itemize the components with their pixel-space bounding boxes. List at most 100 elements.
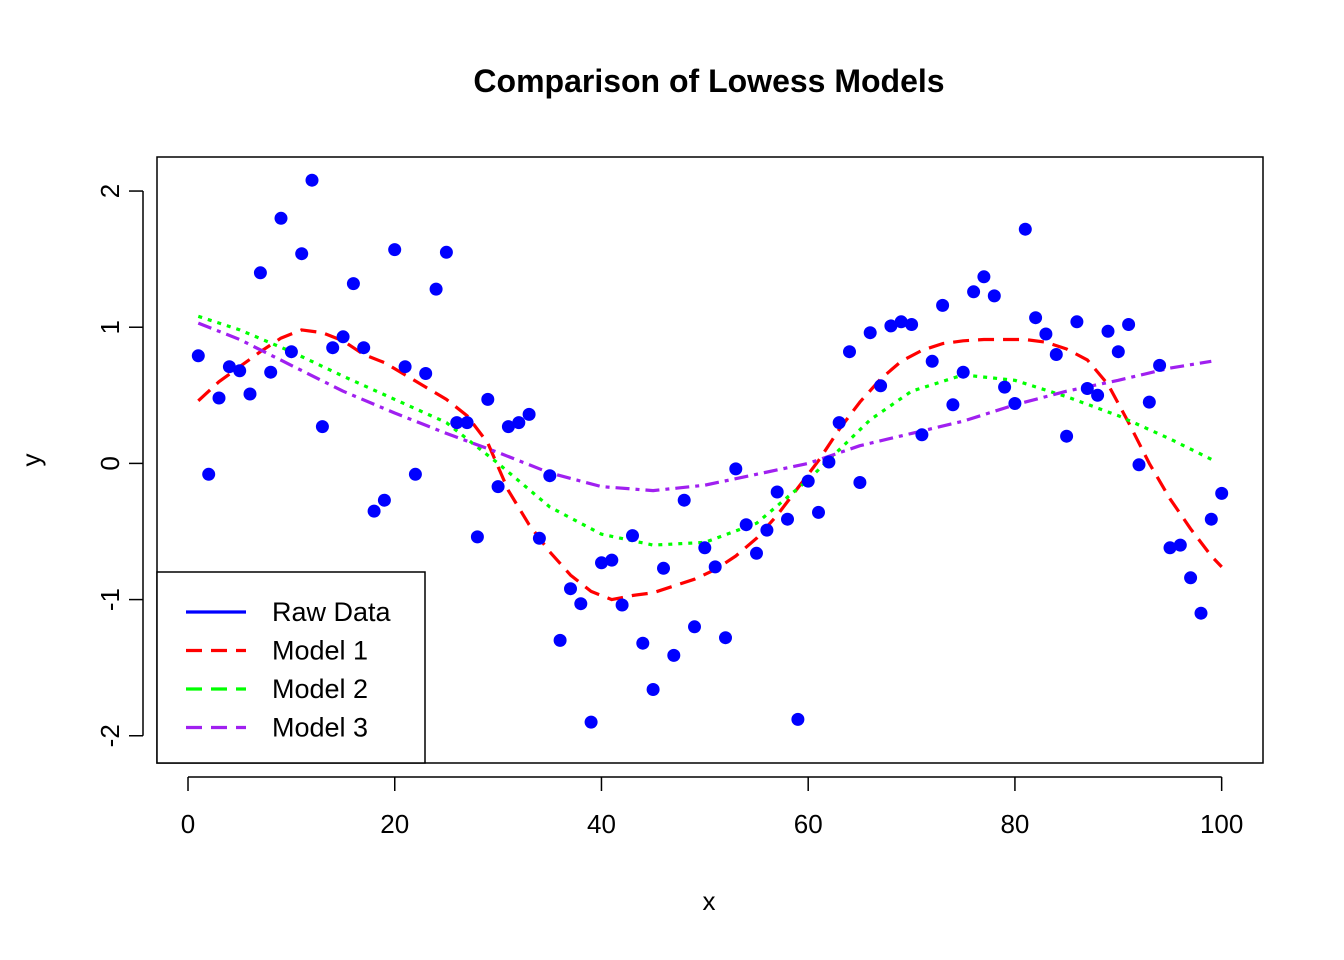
data-point <box>191 349 205 363</box>
data-point <box>202 467 216 481</box>
data-point <box>512 416 526 430</box>
data-point <box>243 387 257 401</box>
y-tick-label: -2 <box>95 724 125 747</box>
y-tick-label: 1 <box>95 320 125 334</box>
data-point <box>1122 318 1136 331</box>
data-point <box>398 360 412 374</box>
data-point <box>1018 222 1032 236</box>
data-point <box>564 582 577 596</box>
data-point <box>233 364 247 378</box>
x-tick-label: 40 <box>587 809 616 839</box>
data-point <box>822 455 836 469</box>
data-point <box>1008 397 1022 410</box>
data-point <box>1153 358 1167 372</box>
y-tick-label: -1 <box>95 588 125 611</box>
data-point <box>750 546 763 560</box>
data-point <box>1029 311 1043 325</box>
data-point <box>367 504 381 518</box>
x-tick-label: 80 <box>1000 809 1029 839</box>
data-point <box>1101 324 1115 338</box>
data-point <box>460 416 474 430</box>
data-point <box>264 365 278 379</box>
data-point <box>925 354 939 368</box>
legend-label: Model 1 <box>272 636 368 666</box>
data-point <box>584 715 598 729</box>
data-point <box>491 480 505 494</box>
data-point <box>936 298 950 312</box>
data-point <box>1215 486 1229 500</box>
data-point <box>419 367 433 380</box>
series-line-1 <box>197 328 1223 602</box>
data-point <box>284 345 298 359</box>
x-axis-label: x <box>703 886 716 916</box>
x-tick-label: 20 <box>380 809 409 839</box>
data-point <box>998 380 1012 394</box>
legend-label: Model 2 <box>272 674 368 704</box>
data-point <box>739 518 753 532</box>
plot-area <box>191 173 1229 729</box>
data-point <box>305 173 319 187</box>
x-tick-label: 60 <box>794 809 823 839</box>
data-point <box>915 428 929 442</box>
data-point <box>1142 395 1156 409</box>
data-point <box>967 285 981 299</box>
data-point <box>1163 541 1177 555</box>
data-point <box>1111 345 1125 359</box>
data-point <box>1173 538 1187 552</box>
data-point <box>388 243 402 257</box>
data-point <box>843 345 856 359</box>
data-point <box>946 398 960 412</box>
data-point <box>977 270 991 284</box>
data-point <box>1080 382 1094 395</box>
data-point <box>657 561 670 575</box>
data-point <box>1060 429 1074 443</box>
data-point <box>501 420 515 434</box>
data-point <box>595 556 608 570</box>
data-point <box>295 247 309 261</box>
data-point <box>905 318 919 331</box>
data-point <box>1070 315 1084 329</box>
data-point <box>439 245 453 259</box>
data-point <box>346 277 360 291</box>
plot-frame <box>156 156 1264 764</box>
data-point <box>615 598 629 612</box>
x-tick-label: 100 <box>1200 809 1243 839</box>
legend: Raw Data Model 1 Model 2 Model 3 <box>156 571 426 764</box>
data-point <box>677 493 691 507</box>
data-point <box>1184 571 1198 585</box>
data-point <box>315 420 329 434</box>
data-point <box>605 553 619 567</box>
data-point <box>626 529 639 543</box>
data-point <box>646 683 660 696</box>
data-point <box>481 392 495 406</box>
y-tick-label: 2 <box>95 184 125 198</box>
data-point <box>708 560 722 574</box>
data-point <box>698 541 712 555</box>
data-point <box>874 379 888 393</box>
data-point <box>377 493 391 507</box>
x-tick-label: 0 <box>181 809 195 839</box>
data-point <box>336 330 350 344</box>
data-point <box>574 597 588 611</box>
legend-box <box>156 571 426 764</box>
data-point <box>1091 388 1105 402</box>
legend-label: Raw Data <box>272 597 392 627</box>
data-point <box>532 531 546 545</box>
data-point <box>987 289 1001 303</box>
data-point <box>688 620 701 634</box>
data-point <box>1204 512 1218 526</box>
data-point <box>667 648 681 662</box>
data-point <box>450 416 464 430</box>
data-point <box>1194 606 1208 620</box>
data-point <box>470 530 484 544</box>
data-point <box>770 485 784 499</box>
data-point <box>812 505 825 519</box>
data-point <box>222 360 236 374</box>
data-point <box>553 633 567 647</box>
y-axis: -2 -1 0 1 2 <box>95 184 144 747</box>
x-axis: 0 20 40 60 80 100 <box>181 776 1243 839</box>
data-point <box>429 282 443 296</box>
data-point <box>791 712 805 726</box>
data-point <box>253 266 267 280</box>
